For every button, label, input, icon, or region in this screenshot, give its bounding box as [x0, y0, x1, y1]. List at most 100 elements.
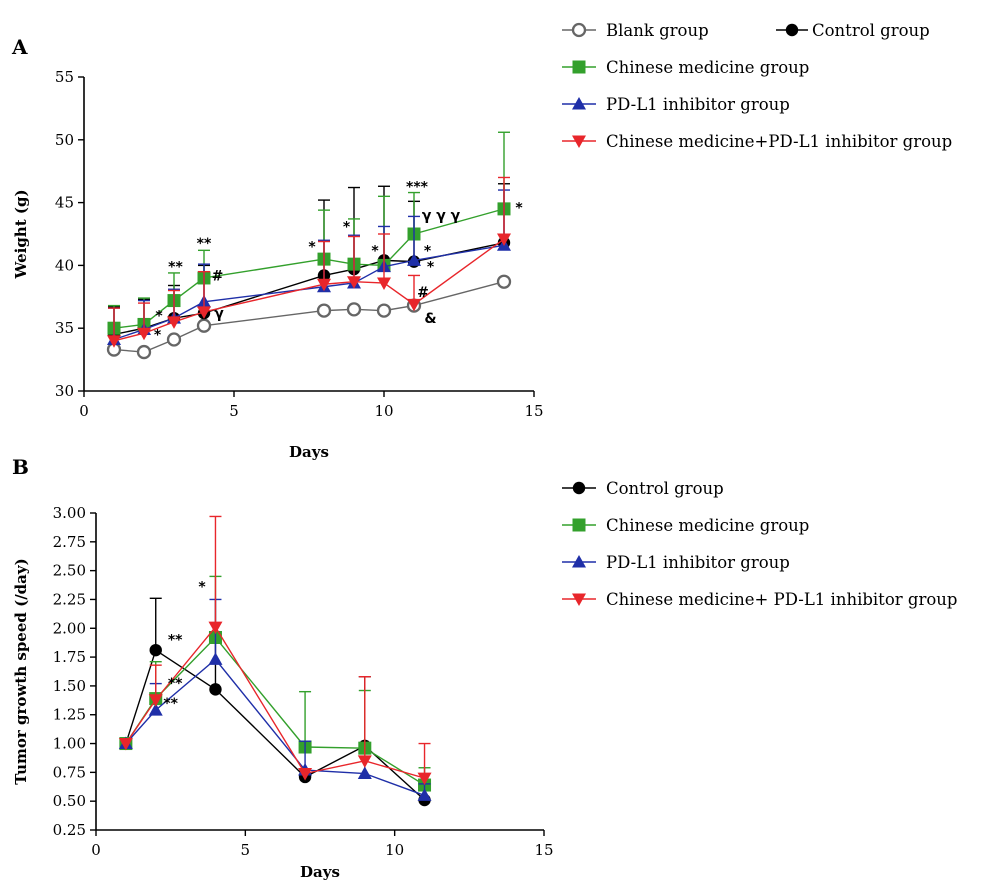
panel-label: B — [12, 455, 29, 479]
significance-annotation: γ γ γ — [422, 208, 461, 224]
data-point — [357, 755, 372, 768]
y-axis-title: Tumor growth speed (/day) — [12, 558, 30, 784]
y-tick-label: 40 — [55, 256, 74, 274]
x-tick-label: 0 — [79, 402, 89, 420]
significance-annotation: & — [424, 311, 436, 327]
data-point — [118, 738, 133, 751]
legend-entry: Blank group — [562, 21, 709, 40]
series-line — [125, 658, 425, 797]
x-tick-label: 15 — [534, 841, 553, 859]
data-point — [107, 335, 121, 348]
data-point — [496, 274, 512, 289]
y-tick-label: 30 — [55, 382, 74, 400]
y-tick-label: 0.50 — [53, 792, 86, 810]
significance-annotation: ** — [168, 632, 183, 648]
x-tick-label: 15 — [524, 402, 543, 420]
data-point — [196, 318, 212, 333]
significance-annotation: * — [155, 309, 163, 325]
significance-annotation: * — [515, 201, 523, 217]
data-point — [148, 703, 163, 716]
x-tick-label: 5 — [229, 402, 239, 420]
legend-label: Control group — [606, 479, 724, 498]
data-point — [149, 643, 162, 657]
series-4 — [107, 176, 511, 348]
x-tick-label: 0 — [91, 841, 101, 859]
legend-marker — [572, 555, 586, 568]
y-tick-label: 35 — [55, 319, 74, 337]
legend-label: Blank group — [606, 21, 709, 40]
data-point — [317, 278, 331, 292]
data-point — [346, 302, 362, 317]
data-point — [377, 277, 391, 290]
legend-label: Chinese medicine+ PD-L1 inhibitor group — [606, 590, 957, 609]
y-tick-label: 0.25 — [53, 821, 86, 839]
y-tick-label: 2.50 — [53, 562, 86, 580]
significance-annotation: * — [308, 240, 316, 256]
legend-entry: Chinese medicine+ PD-L1 inhibitor group — [562, 590, 957, 609]
significance-annotation: * — [343, 219, 351, 235]
significance-annotation: * — [424, 243, 432, 259]
series-3 — [118, 515, 432, 786]
data-point — [357, 766, 372, 780]
legend-marker — [572, 593, 586, 606]
legend-entry: Chinese medicine group — [562, 58, 809, 77]
data-point — [417, 772, 432, 786]
legend-label: Chinese medicine+PD-L1 inhibitor group — [606, 132, 952, 151]
data-point — [407, 298, 421, 312]
significance-annotation: * — [371, 243, 379, 259]
panel-b: B 0.25 0.50 0.75 1.00 1.25 1.50 1.75 2.00 2.25 2.5… — [12, 455, 957, 881]
data-point — [136, 344, 152, 360]
significance-annotation: ** — [168, 260, 183, 276]
y-tick-label: 2.75 — [53, 533, 86, 551]
legend-marker — [572, 518, 586, 532]
data-point — [497, 233, 511, 247]
series-1 — [119, 575, 432, 792]
legend-entry: Control group — [562, 479, 724, 498]
data-point — [137, 327, 151, 341]
legend-label: Control group — [812, 21, 930, 40]
legend-label: Chinese medicine group — [606, 516, 809, 535]
y-tick-label: 1.25 — [53, 706, 86, 724]
series-2 — [107, 131, 511, 335]
data-point — [167, 316, 181, 329]
y-tick-label: 1.75 — [53, 648, 86, 666]
data-point — [407, 253, 421, 266]
significance-annotation: * — [427, 260, 435, 276]
legend-label: PD-L1 inhibitor group — [606, 95, 790, 114]
significance-annotation: ** — [163, 696, 178, 712]
y-tick-label: 50 — [55, 131, 74, 149]
data-point — [209, 683, 222, 696]
legend-label: PD-L1 inhibitor group — [606, 553, 790, 572]
y-axis-title: Weight (g) — [12, 189, 30, 279]
data-point — [316, 303, 332, 318]
significance-annotation: * — [154, 328, 162, 344]
legend-marker — [572, 135, 586, 148]
y-tick-label: 1.50 — [53, 677, 86, 695]
y-tick-label: 2.25 — [53, 590, 86, 608]
legend-marker — [572, 97, 586, 110]
y-tick-label: 1.00 — [53, 735, 86, 753]
significance-annotation: * — [198, 579, 206, 595]
y-tick-label: 45 — [55, 194, 74, 212]
legend-entry: Control group — [776, 21, 930, 40]
legend-entry: Chinese medicine group — [562, 516, 809, 535]
y-tick-label: 55 — [55, 68, 74, 86]
legend-entry: Chinese medicine+PD-L1 inhibitor group — [562, 132, 952, 151]
data-point — [417, 788, 432, 801]
data-point — [347, 276, 361, 289]
significance-annotation: ** — [197, 236, 212, 252]
series-line — [125, 625, 425, 779]
series-0 — [106, 274, 512, 360]
y-tick-label: 0.75 — [53, 763, 86, 781]
significance-annotation: γ — [214, 306, 224, 322]
data-point — [166, 332, 182, 347]
legend-label: Chinese medicine group — [606, 58, 809, 77]
x-tick-label: 10 — [385, 841, 404, 859]
panel-label: A — [11, 35, 28, 59]
data-point — [148, 694, 163, 707]
legend-entry: PD-L1 inhibitor group — [562, 553, 790, 572]
legend-marker — [572, 60, 586, 74]
x-axis-title: Days — [300, 863, 340, 881]
